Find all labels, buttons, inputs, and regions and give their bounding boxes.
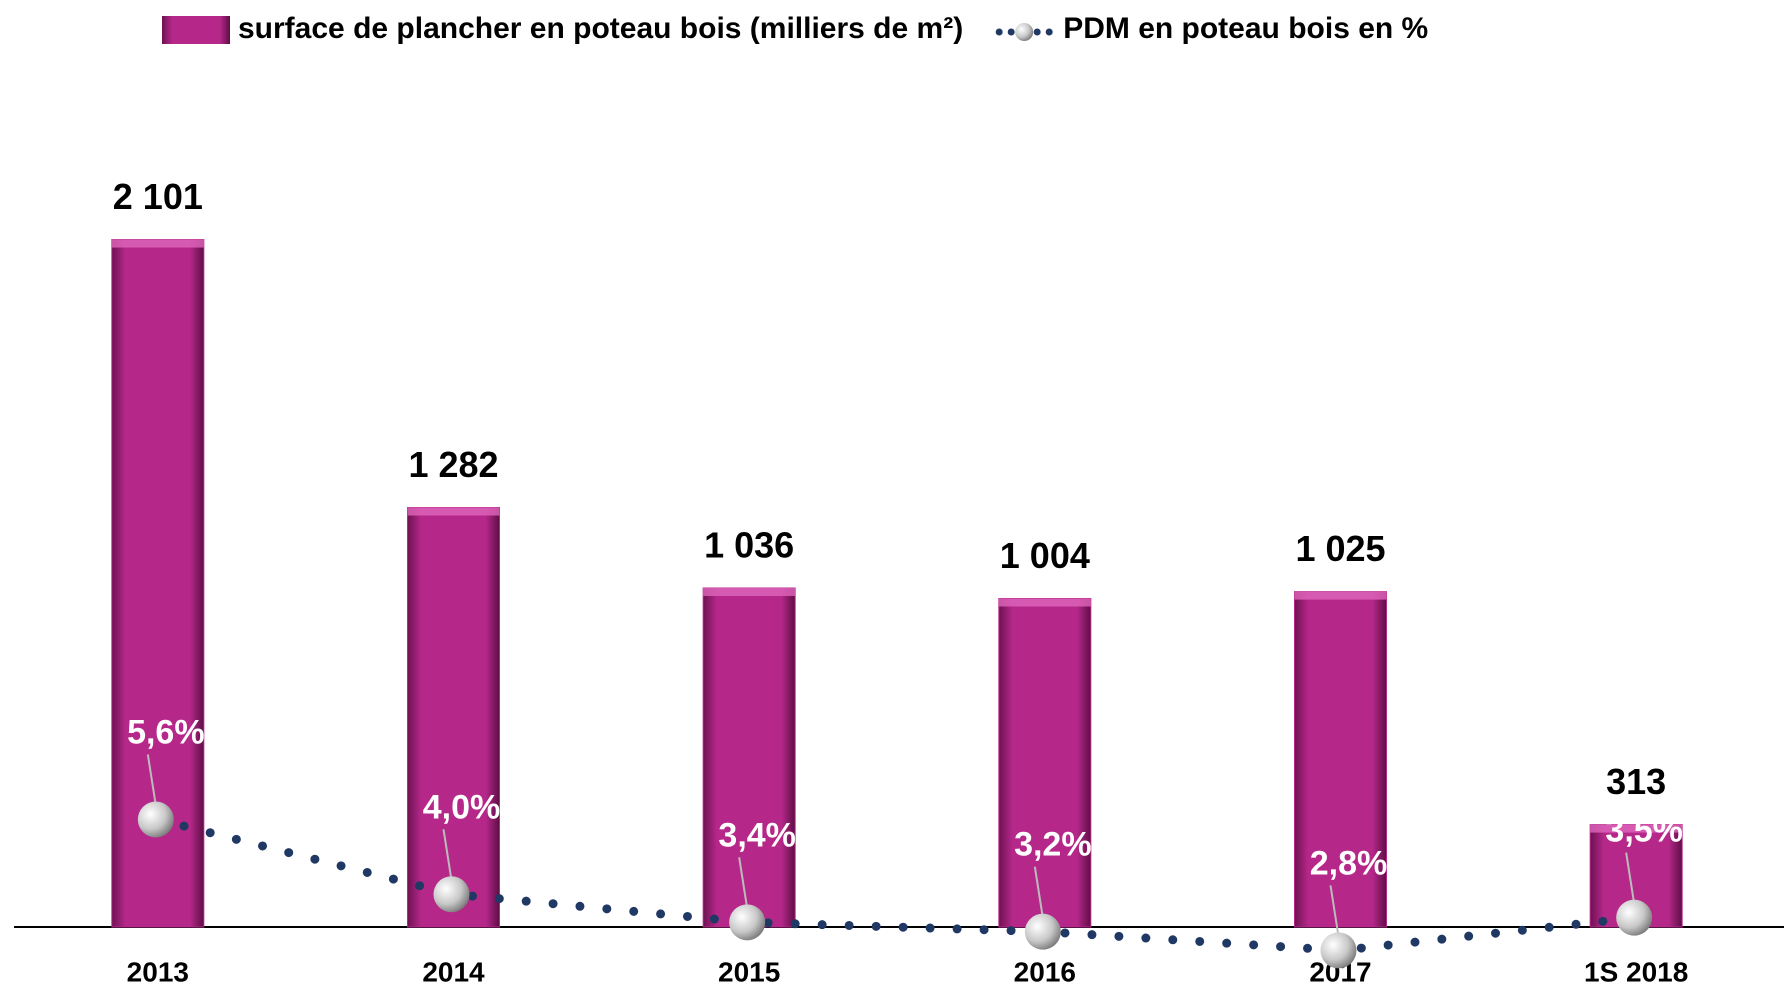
line-marker xyxy=(137,801,174,838)
leader-line xyxy=(442,829,453,881)
bar-value-label: 1 282 xyxy=(408,444,498,485)
legend-swatch xyxy=(162,16,230,44)
line-value-label: 4,0% xyxy=(423,788,501,826)
legend-label: PDM en poteau bois en % xyxy=(1063,12,1428,45)
bar-value-label: 313 xyxy=(1606,761,1666,802)
bar-top xyxy=(111,239,204,248)
bar-top xyxy=(998,598,1091,607)
bar xyxy=(998,597,1092,928)
legend-dot xyxy=(1033,28,1041,36)
legend-marker xyxy=(1015,23,1034,41)
line-marker xyxy=(1616,899,1653,936)
line-marker xyxy=(1024,913,1061,950)
leader-line xyxy=(146,754,157,806)
bar xyxy=(702,587,796,928)
line-value-label: 3,2% xyxy=(1014,826,1092,864)
bar-value-label: 1 036 xyxy=(704,525,794,566)
line-value-label: 3,4% xyxy=(718,816,796,854)
leader-line xyxy=(738,857,749,909)
leader-line xyxy=(1329,885,1340,937)
line-value-label: 3,5% xyxy=(1605,812,1683,850)
bar-top xyxy=(1590,824,1683,833)
leader-line xyxy=(1625,852,1636,904)
line-value-label: 5,6% xyxy=(127,713,205,751)
leader-line xyxy=(1033,866,1044,918)
line-marker xyxy=(433,876,470,913)
x-tick-label: 2015 xyxy=(718,956,780,987)
legend: surface de plancher en poteau bois (mill… xyxy=(162,12,1428,45)
line-value-label: 2,8% xyxy=(1310,844,1388,882)
x-tick-label: 2014 xyxy=(422,956,485,987)
line-marker xyxy=(1320,932,1357,969)
line-marker xyxy=(729,904,766,941)
legend-dot xyxy=(1045,28,1053,36)
x-tick-label: 2013 xyxy=(127,956,189,987)
bar-value-label: 1 025 xyxy=(1295,528,1385,569)
legend-dot xyxy=(995,28,1003,36)
legend-label: surface de plancher en poteau bois (mill… xyxy=(238,12,963,45)
bar-value-label: 2 101 xyxy=(113,176,203,217)
x-tick-label: 2016 xyxy=(1014,956,1076,987)
bar-top xyxy=(703,588,796,597)
x-tick-label: 1S 2018 xyxy=(1584,956,1688,987)
bar-top xyxy=(407,507,500,516)
bar xyxy=(407,507,500,928)
bar-top xyxy=(1294,591,1387,600)
line xyxy=(153,814,1641,955)
legend-dot xyxy=(1007,28,1015,36)
bar-value-label: 1 004 xyxy=(1000,535,1090,576)
bar xyxy=(1294,591,1387,928)
